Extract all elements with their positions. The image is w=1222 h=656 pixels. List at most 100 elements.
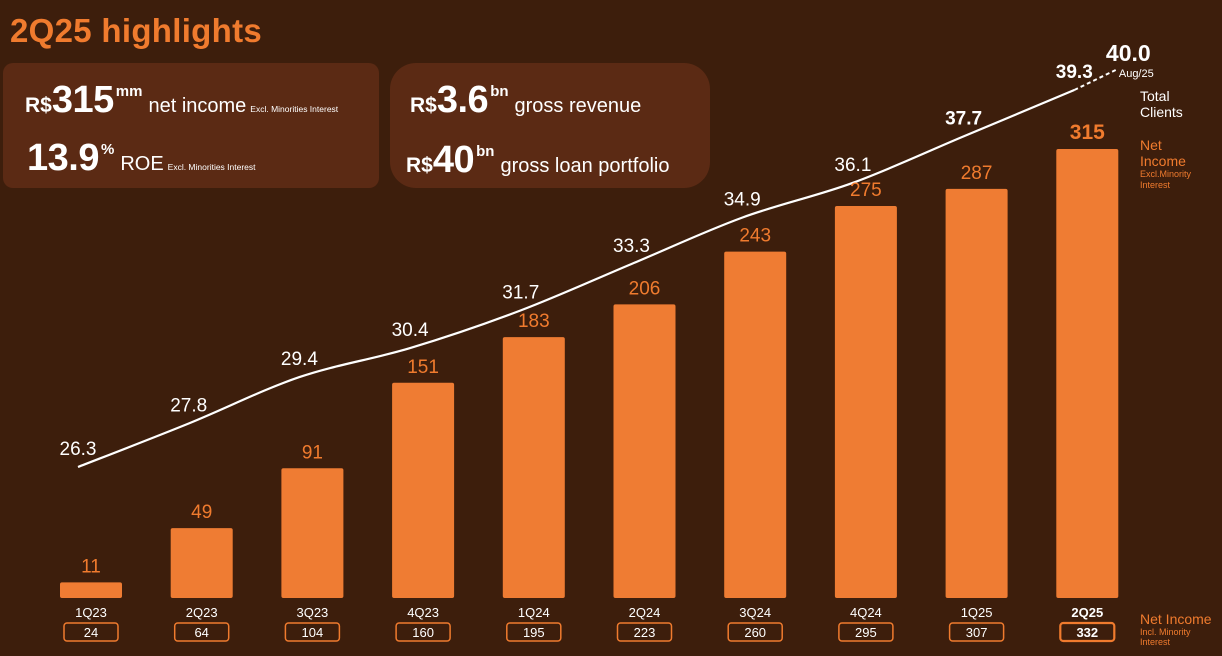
legend-line3: Interest <box>1140 637 1171 648</box>
incl-value-label: 260 <box>744 625 766 640</box>
kpi-card-portfolio: R$ 3.6 bn gross revenue R$ 40 bn gross l… <box>390 63 710 188</box>
bar-value-label: 287 <box>961 163 993 184</box>
kpi-value: 13.9 <box>27 137 99 179</box>
x-tick-label: 3Q24 <box>739 605 771 620</box>
kpi-card-income: R$ 315 mm net income Excl. Minorities In… <box>3 63 379 188</box>
bar-3Q24 <box>724 251 787 598</box>
bar-2Q23 <box>170 528 233 598</box>
total-clients-projection-line <box>1073 68 1117 91</box>
kpi-currency: R$ <box>406 154 433 177</box>
incl-value-box <box>1059 621 1116 643</box>
incl-value-label: 104 <box>302 625 324 640</box>
incl-value-box <box>63 622 119 642</box>
total-clients-line <box>77 88 1075 469</box>
kpi-net-income: R$ 315 mm net income Excl. Minorities In… <box>25 79 338 122</box>
incl-value-label: 295 <box>855 625 877 640</box>
incl-value-box <box>284 622 341 642</box>
kpi-label: net income <box>148 95 247 117</box>
incl-value-box <box>838 622 894 642</box>
bar-2Q25 <box>1056 149 1119 598</box>
clients-value-label: 37.7 <box>945 108 982 129</box>
clients-value-label: 29.4 <box>281 349 318 370</box>
bar-value-label: 275 <box>850 180 882 201</box>
kpi-label: gross revenue <box>514 95 642 117</box>
bar-value-label: 49 <box>191 502 212 523</box>
bar-1Q23 <box>60 582 122 598</box>
legend-line2: Income <box>1140 153 1186 170</box>
kpi-label: gross loan portfolio <box>500 155 670 177</box>
clients-value-label: 26.3 <box>60 439 97 460</box>
kpi-unit: mm <box>115 83 143 100</box>
incl-value-box <box>395 622 451 642</box>
bar-1Q24 <box>502 337 565 598</box>
incl-value-box <box>506 622 562 642</box>
incl-value-box <box>948 622 1005 642</box>
kpi-value: 40 <box>432 139 475 181</box>
x-tick-label: 2Q24 <box>629 605 661 620</box>
legend-net-income-incl: Net Income Incl. Minority Interest <box>1140 611 1212 648</box>
kpi-value: 315 <box>51 79 114 121</box>
bar-value-label: 243 <box>739 226 771 247</box>
kpi-value: 3.6 <box>436 79 489 121</box>
clients-value-label: 39.3 <box>1056 62 1093 83</box>
kpi-currency: R$ <box>410 94 437 117</box>
kpi-roe: 13.9 % ROE Excl. Minorities Interest <box>27 137 256 180</box>
bar-value-label: 183 <box>518 311 550 332</box>
incl-value-label: 307 <box>966 625 988 640</box>
incl-value-box <box>616 622 673 642</box>
bar-value-label: 206 <box>629 278 661 299</box>
kpi-unit: % <box>100 141 115 158</box>
incl-value-label: 223 <box>634 625 656 640</box>
clients-value-label: 34.9 <box>724 190 761 211</box>
incl-value-label: 195 <box>523 625 545 640</box>
clients-aug-value-label: 40.0 <box>1106 40 1151 66</box>
bar-1Q25 <box>945 188 1008 598</box>
legend-line3: Excl.Minority <box>1140 169 1192 180</box>
x-tick-label: 2Q23 <box>186 605 218 620</box>
legend-line4: Interest <box>1140 179 1171 190</box>
bar-value-label: 151 <box>407 357 439 378</box>
bar-3Q23 <box>281 468 344 598</box>
clients-value-label: 30.4 <box>392 320 429 341</box>
legend-line2: Incl. Minority <box>1140 627 1191 638</box>
bar-2Q24 <box>613 304 676 598</box>
legend-line1: Net Income <box>1140 611 1212 627</box>
x-tick-label: 3Q23 <box>296 605 328 620</box>
legend-net-income-excl: Net Income Excl.Minority Interest <box>1140 137 1191 190</box>
legend-total-clients: Total Clients <box>1140 88 1183 120</box>
kpi-note: Excl. Minorities Interest <box>250 104 339 114</box>
incl-value-box <box>173 622 230 642</box>
kpi-label: ROE <box>120 153 164 175</box>
x-tick-label: 2Q25 <box>1071 605 1103 620</box>
x-tick-label: 4Q24 <box>850 605 882 620</box>
page-title: 2Q25 highlights <box>10 12 263 49</box>
kpi-currency: R$ <box>25 94 52 117</box>
kpi-unit: bn <box>476 143 495 160</box>
incl-value-label: 24 <box>84 625 98 640</box>
bar-4Q24 <box>834 206 897 598</box>
incl-value-label: 160 <box>412 625 434 640</box>
x-tick-label: 1Q24 <box>518 605 550 620</box>
clients-value-label: 33.3 <box>613 236 650 257</box>
kpi-note: Excl. Minorities Interest <box>167 162 256 172</box>
clients-value-label: 27.8 <box>170 396 207 417</box>
kpi-unit: bn <box>490 83 509 100</box>
clients-value-label: 31.7 <box>502 282 539 303</box>
bar-4Q23 <box>392 382 455 598</box>
incl-value-label: 332 <box>1076 625 1098 640</box>
legend-line2: Clients <box>1140 104 1183 121</box>
x-tick-label: 4Q23 <box>407 605 439 620</box>
kpi-gross-loan-portfolio: R$ 40 bn gross loan portfolio <box>406 139 669 182</box>
bar-value-label: 315 <box>1070 121 1105 144</box>
x-tick-label: 1Q25 <box>961 605 993 620</box>
clients-value-label: 36.1 <box>834 155 871 176</box>
legend-line1: Total <box>1140 88 1170 104</box>
kpi-gross-revenue: R$ 3.6 bn gross revenue <box>410 79 641 122</box>
bar-value-label: 11 <box>81 556 101 577</box>
incl-value-box <box>727 622 783 642</box>
bar-value-label: 91 <box>302 442 323 463</box>
legend-line1: Net <box>1140 137 1162 153</box>
x-tick-label: 1Q23 <box>75 605 107 620</box>
incl-value-label: 64 <box>194 625 208 640</box>
